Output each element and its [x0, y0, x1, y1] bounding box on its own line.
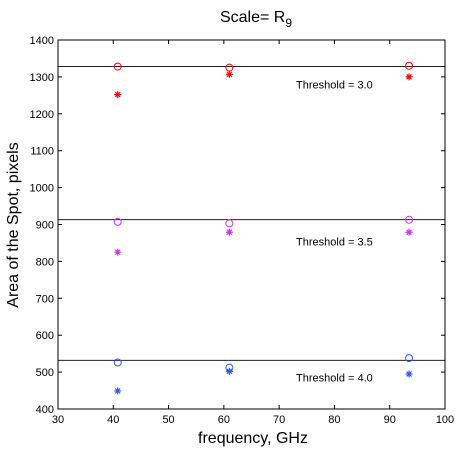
data-point-circle: [225, 63, 234, 72]
y-tick-label: 1200: [30, 109, 54, 121]
threshold-annotation: Threshold = 3.5: [296, 237, 373, 249]
data-point-circle: [113, 62, 122, 71]
y-tick-label: 400: [36, 404, 54, 416]
x-tick-label: 100: [436, 414, 454, 426]
x-tick-label: 60: [218, 414, 230, 426]
data-point-circle: [405, 61, 414, 70]
x-tick-label: 70: [273, 414, 285, 426]
x-tick-label: 30: [52, 414, 64, 426]
data-point-circle: [113, 217, 122, 226]
data-point-circle: [113, 358, 122, 367]
y-tick-label: 1400: [30, 35, 54, 47]
data-point-circle: [405, 354, 414, 363]
y-tick-label: 900: [36, 220, 54, 232]
data-point-circle: [405, 215, 414, 224]
y-tick-label: 1300: [30, 72, 54, 84]
y-tick-label: 600: [36, 330, 54, 342]
data-point-circle: [225, 219, 234, 228]
data-point-asterisk: [225, 367, 233, 375]
data-point-asterisk: [225, 228, 233, 236]
data-point-asterisk: [114, 248, 122, 256]
data-point-asterisk: [405, 370, 413, 378]
y-tick-label: 500: [36, 367, 54, 379]
x-tick-label: 40: [107, 414, 119, 426]
threshold-annotation: Threshold = 4.0: [296, 372, 373, 384]
threshold-annotation: Threshold = 3.0: [296, 80, 373, 92]
x-tick-label: 80: [328, 414, 340, 426]
plot-area: 30 40 50 60 70 80 90 100 400 500 600 700 800 900 1000 1…: [30, 35, 455, 426]
data-point-asterisk: [114, 387, 122, 395]
chart-title: Scale= R9: [220, 9, 292, 30]
data-point-asterisk: [405, 73, 413, 81]
data-point-asterisk: [114, 91, 122, 99]
y-tick-label: 1100: [30, 146, 54, 158]
data-point-asterisk: [225, 70, 233, 78]
y-axis-title: Area of the Spot, pixels: [5, 142, 22, 307]
data-point-asterisk: [405, 228, 413, 236]
x-tick-label: 50: [162, 414, 174, 426]
y-tick-label: 1000: [30, 183, 54, 195]
x-axis-title: frequency, GHz: [198, 430, 308, 447]
chart-title-subscript: 9: [285, 16, 292, 30]
x-tick-label: 90: [384, 414, 396, 426]
y-tick-label: 800: [36, 256, 54, 268]
y-tick-label: 700: [36, 293, 54, 305]
